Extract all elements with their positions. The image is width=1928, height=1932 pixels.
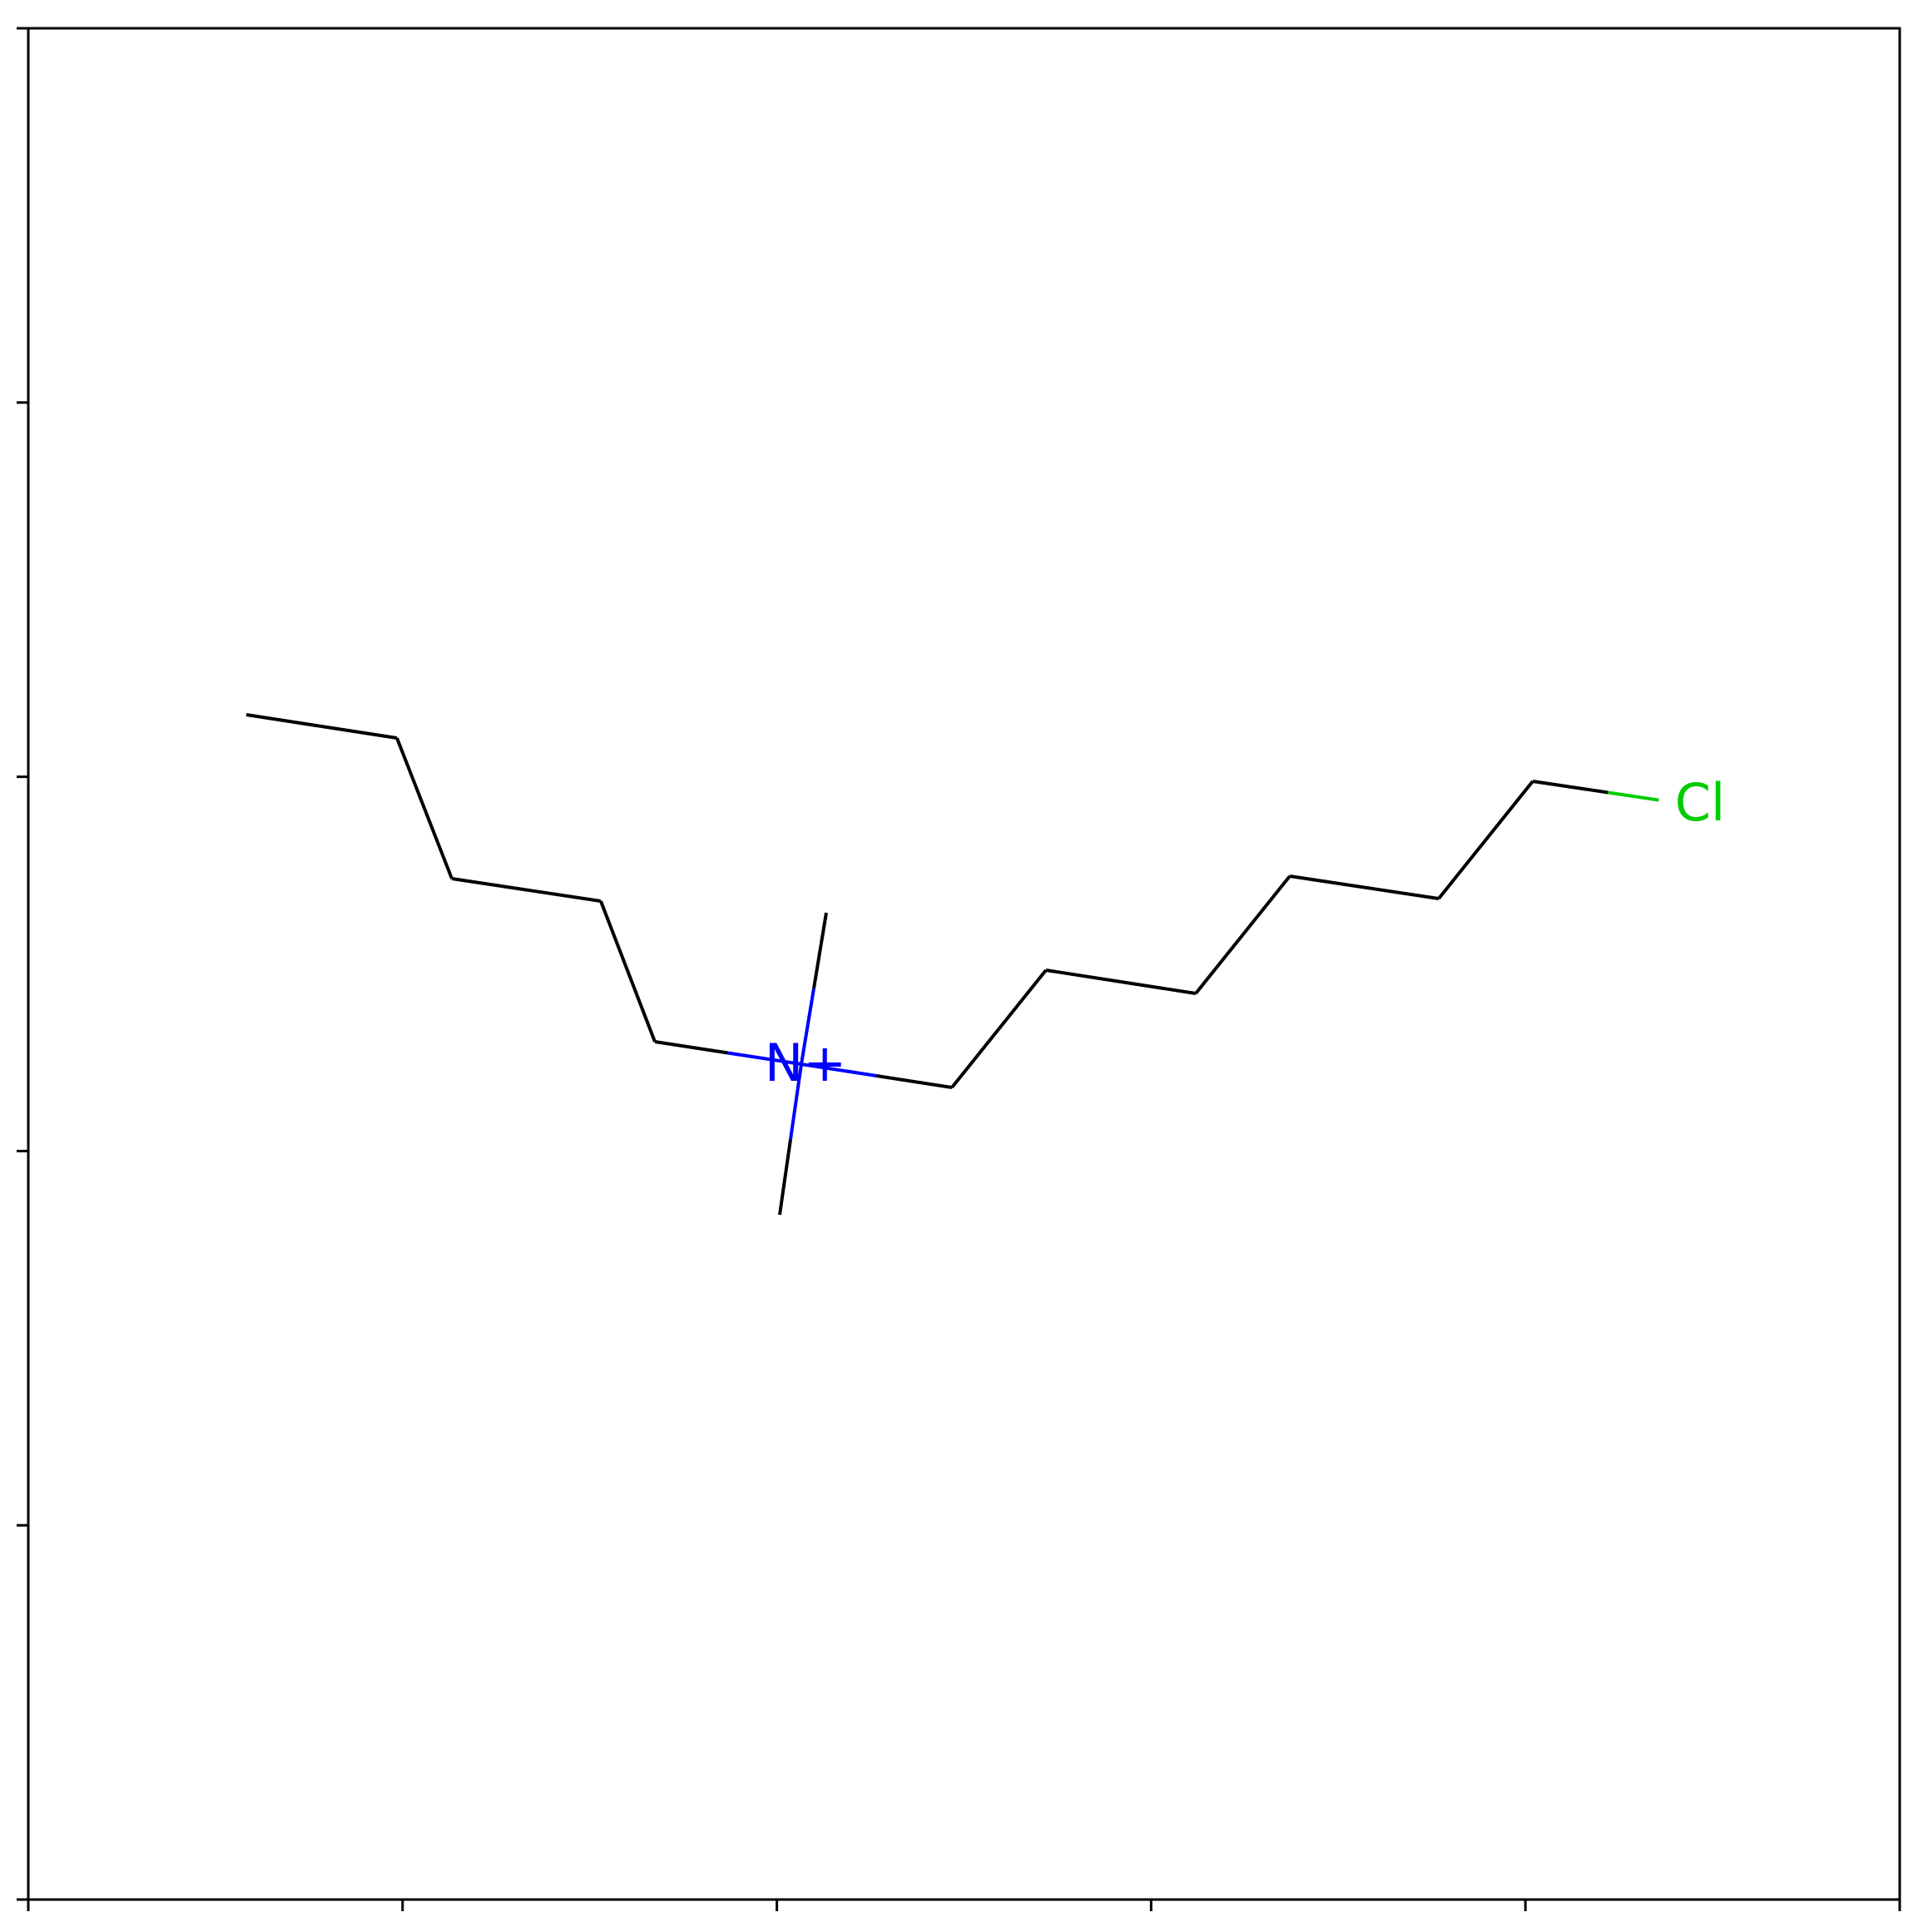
bond-7-b (876, 1074, 953, 1089)
bond-2-a (451, 877, 527, 892)
nitrogen-label: N+ (765, 1033, 846, 1093)
plot-frame (17, 27, 1901, 1911)
bond-10-b (1241, 874, 1291, 936)
bond-6-a (789, 1063, 803, 1140)
bond-2-b (526, 888, 602, 903)
bond-4-b (727, 1051, 802, 1066)
bonds (245, 713, 1659, 1216)
bond-4-a (654, 1040, 729, 1055)
bond-12-a (1437, 839, 1488, 900)
bond-0-b (321, 725, 398, 740)
bond-1-a (395, 737, 426, 810)
chlorine-label: Cl (1675, 772, 1726, 833)
bond-3-b (626, 970, 657, 1043)
bond-6-b (778, 1139, 792, 1216)
bond-13-b (1608, 790, 1659, 802)
bond-3-a (599, 900, 630, 973)
bond-7-a (800, 1063, 877, 1077)
atom-labels: N+ Cl (765, 772, 1725, 1093)
bond-1-b (423, 807, 454, 879)
bond-8-a (950, 1028, 1001, 1089)
bond-13-a (1532, 780, 1608, 795)
bond-5-b (812, 912, 828, 989)
bond-9-b (1120, 980, 1197, 995)
bond-10-a (1194, 934, 1245, 995)
bond-5-a (800, 988, 815, 1065)
bond-11-b (1364, 885, 1440, 900)
bond-11-a (1289, 874, 1365, 889)
bond-8-b (997, 968, 1048, 1030)
bond-12-b (1484, 780, 1534, 841)
bond-0-a (245, 713, 322, 728)
bond-9-a (1045, 968, 1122, 983)
plot-border (27, 27, 1901, 1901)
